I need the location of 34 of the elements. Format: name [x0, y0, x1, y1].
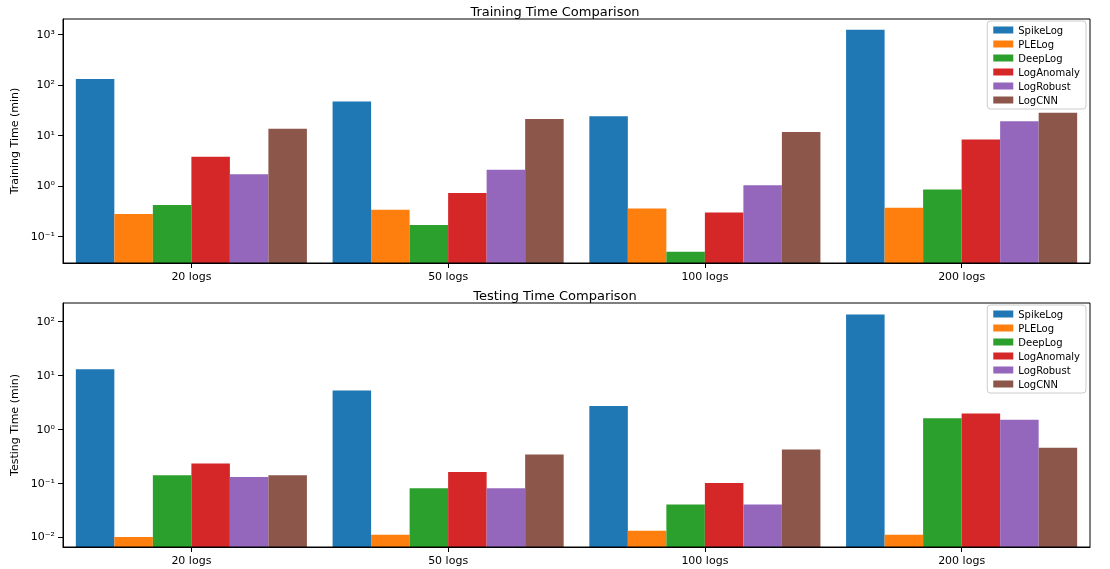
y-tick-label: 10⁰: [36, 179, 56, 193]
x-tick-label: 200 logs: [938, 270, 986, 283]
y-tick-label: 10⁰: [36, 422, 56, 436]
y-tick-label: 10⁻²: [30, 530, 55, 544]
x-tick-label: 200 logs: [938, 554, 986, 567]
legend-label: PLELog: [1018, 38, 1055, 50]
y-tick-label: 10²: [36, 78, 55, 92]
legend-label: LogRobust: [1018, 80, 1071, 92]
chart-title: Training Time Comparison: [469, 4, 640, 19]
x-tick-label: 50 logs: [428, 270, 469, 283]
y-axis-title: Training Time (min): [7, 87, 21, 196]
legend-label: LogCNN: [1018, 378, 1059, 390]
y-tick-label: 10²: [36, 314, 55, 328]
legend-label: LogRobust: [1018, 364, 1071, 376]
x-tick-label: 100 logs: [681, 270, 729, 283]
y-tick-label: 10⁻¹: [30, 476, 55, 490]
legend-label: SpikeLog: [1018, 308, 1064, 320]
legend-label: LogCNN: [1018, 94, 1059, 106]
x-tick-label: 20 logs: [171, 554, 212, 567]
legend-label: LogAnomaly: [1018, 350, 1081, 362]
legend-label: LogAnomaly: [1018, 66, 1081, 78]
legend-label: SpikeLog: [1018, 24, 1064, 36]
legend-label: DeepLog: [1018, 52, 1063, 64]
x-tick-label: 50 logs: [428, 554, 469, 567]
y-tick-label: 10¹: [36, 368, 55, 382]
y-axis-title: Testing Time (min): [7, 374, 21, 477]
y-tick-label: 10⁻¹: [30, 230, 55, 244]
x-tick-label: 20 logs: [171, 270, 212, 283]
y-tick-label: 10³: [36, 27, 55, 41]
chart-title: Testing Time Comparison: [472, 288, 637, 303]
x-tick-label: 100 logs: [681, 554, 729, 567]
y-tick-label: 10¹: [36, 128, 55, 142]
legend-label: DeepLog: [1018, 336, 1063, 348]
legend-label: PLELog: [1018, 322, 1055, 334]
